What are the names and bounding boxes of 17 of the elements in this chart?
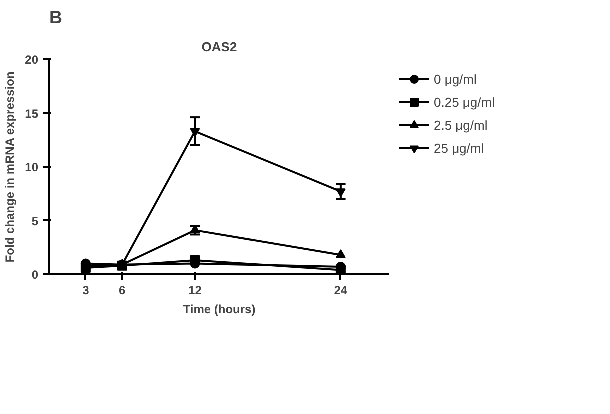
legend-label: 2.5 μg/ml <box>434 118 488 132</box>
x-axis-title: Time (hours) <box>183 302 256 316</box>
x-tick-label: 3 <box>82 284 90 298</box>
legend-label: 0.25 μg/ml <box>434 94 495 110</box>
y-axis-title: Fold change in mRNA expression <box>3 72 18 263</box>
x-tick-label: 12 <box>188 284 202 298</box>
legend-label: 25 μg/ml <box>434 140 484 156</box>
chart-title: OAS2 <box>202 40 238 54</box>
legend-label: 0 μg/ml <box>434 72 477 86</box>
y-tick-label: 15 <box>25 106 39 121</box>
x-tick-label: 6 <box>119 284 126 298</box>
y-tick-label: 10 <box>25 160 39 174</box>
y-tick-label: 20 <box>25 53 39 67</box>
y-tick-label: 0 <box>32 268 39 282</box>
x-tick-label: 24 <box>334 284 348 298</box>
y-tick-label: 5 <box>32 214 39 228</box>
text: B <box>50 8 62 28</box>
